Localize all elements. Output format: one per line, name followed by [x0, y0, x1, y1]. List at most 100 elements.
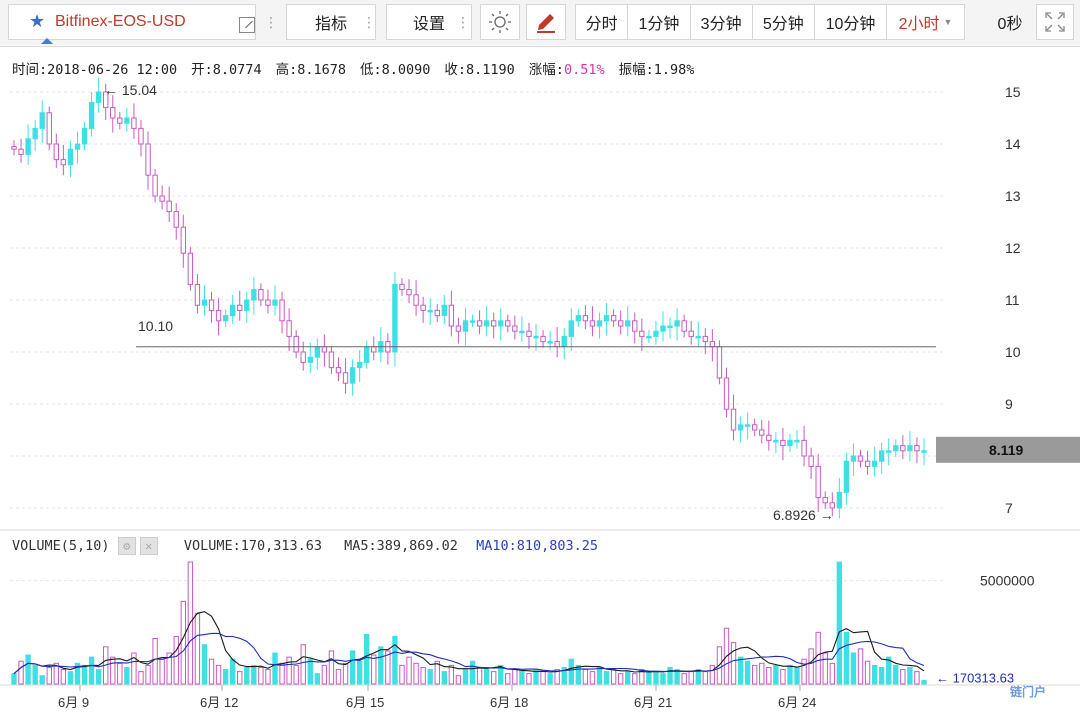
- candle-body: [293, 335, 299, 353]
- settings-button[interactable]: 设置: [386, 4, 472, 40]
- price-tick-label: 11: [1005, 292, 1020, 308]
- candle-body: [801, 439, 807, 457]
- candle-body: [18, 148, 24, 155]
- candle-body: [272, 299, 278, 306]
- volume-bar: [505, 673, 511, 685]
- candle-body: [74, 143, 81, 150]
- candle-body: [208, 299, 215, 311]
- candle-body: [420, 304, 426, 311]
- volume-bar: [632, 673, 638, 685]
- candle-body: [131, 117, 137, 129]
- candle-body: [335, 367, 342, 374]
- volume-bar: [335, 669, 342, 685]
- volume-bar: [653, 671, 659, 685]
- candle-body: [448, 304, 455, 327]
- period-dropdown[interactable]: 2小时 ▼: [887, 5, 964, 39]
- volume-bar: [138, 671, 144, 685]
- period-tab[interactable]: 3分钟: [691, 5, 753, 39]
- candle-body: [300, 351, 306, 363]
- candle-body: [356, 361, 363, 369]
- volume-bar: [639, 669, 645, 685]
- candle-body: [229, 304, 236, 317]
- star-icon[interactable]: ★: [29, 11, 46, 31]
- volume-bar: [526, 673, 532, 685]
- symbol-selector[interactable]: ★ Bitfinex-EOS-USD: [8, 4, 256, 44]
- candle-body: [307, 356, 313, 363]
- volume-bar: [752, 664, 758, 685]
- volume-bar: [575, 664, 582, 685]
- volume-bar: [554, 669, 560, 685]
- volume-bar: [780, 669, 786, 685]
- indicators-button[interactable]: 指标: [286, 4, 376, 40]
- volume-bar: [406, 656, 412, 685]
- theme-toggle-button[interactable]: [480, 4, 520, 40]
- volume-tick-label: 5000000: [980, 573, 1035, 589]
- candle-body: [483, 320, 490, 327]
- volume-bar: [483, 666, 490, 685]
- countdown-label: 0秒: [997, 16, 1023, 33]
- candle-body: [237, 304, 243, 311]
- close-value: 收:8.1190: [444, 62, 515, 78]
- volume-bar: [244, 666, 250, 685]
- volume-bar: [342, 662, 349, 685]
- volume-bar: [237, 671, 243, 685]
- candle-body: [258, 289, 264, 301]
- volume-bar: [25, 654, 31, 685]
- candle-body: [491, 320, 497, 327]
- draw-tool-button[interactable]: [526, 4, 566, 40]
- volume-bar: [328, 650, 335, 685]
- candle-body: [32, 127, 38, 140]
- last-price-label: 8.119: [989, 442, 1023, 458]
- volume-bar: [427, 669, 433, 685]
- x-tick-label: 6月 15: [346, 695, 384, 710]
- candle-body: [632, 320, 638, 332]
- candle-body: [653, 330, 659, 337]
- candle-body: [53, 143, 60, 161]
- candle-body: [349, 367, 356, 384]
- external-link-icon[interactable]: [239, 17, 255, 33]
- ma10-line: [13, 632, 925, 675]
- ohlc-info-bar: 时间:2018-06-26 12:00 开:8.0774 高:8.1678 低:8.0…: [12, 58, 708, 78]
- period-tab[interactable]: 分时: [576, 5, 629, 39]
- volume-bar: [808, 648, 814, 685]
- candle-body: [582, 315, 589, 322]
- candle-body: [561, 335, 567, 348]
- ma10-value: MA10:810,803.25: [476, 538, 598, 554]
- candle-body: [103, 91, 109, 109]
- candle-body: [787, 439, 793, 447]
- x-tick-label: 6月 21: [634, 695, 672, 710]
- volume-bar: [392, 635, 398, 685]
- volume-bar: [596, 666, 603, 685]
- volume-bar: [709, 664, 716, 685]
- volume-bar: [272, 652, 278, 685]
- volume-bar: [441, 671, 447, 685]
- volume-bar: [286, 656, 292, 685]
- volume-bar: [11, 673, 17, 685]
- volume-bar: [815, 631, 821, 685]
- volume-bar: [32, 664, 38, 685]
- candle-body: [843, 460, 850, 493]
- volume-bar: [279, 662, 285, 685]
- volume-bar: [836, 561, 843, 685]
- candle-body: [138, 127, 144, 145]
- period-tab[interactable]: 1分钟: [628, 5, 691, 39]
- low-value: 低:8.0090: [359, 62, 431, 78]
- volume-bar: [610, 669, 617, 685]
- period-tab[interactable]: 10分钟: [815, 5, 888, 39]
- symbol-name: Bitfinex-EOS-USD: [55, 13, 186, 30]
- volume-bar: [688, 671, 694, 685]
- close-icon[interactable]: ✕: [139, 537, 158, 555]
- candle-body: [342, 372, 349, 384]
- volume-bar: [519, 671, 525, 685]
- gear-icon[interactable]: ⚙: [117, 537, 136, 555]
- candle-body: [60, 159, 67, 166]
- fullscreen-button[interactable]: [1036, 4, 1074, 40]
- period-tab[interactable]: 5分钟: [753, 5, 815, 39]
- high-value: 高:8.1678: [275, 62, 346, 78]
- candle-body: [829, 502, 835, 509]
- candle-body: [900, 445, 906, 452]
- volume-bar: [180, 600, 186, 685]
- amplitude-value: 振幅:1.98%: [618, 62, 695, 78]
- indicators-label: 指标: [314, 16, 347, 33]
